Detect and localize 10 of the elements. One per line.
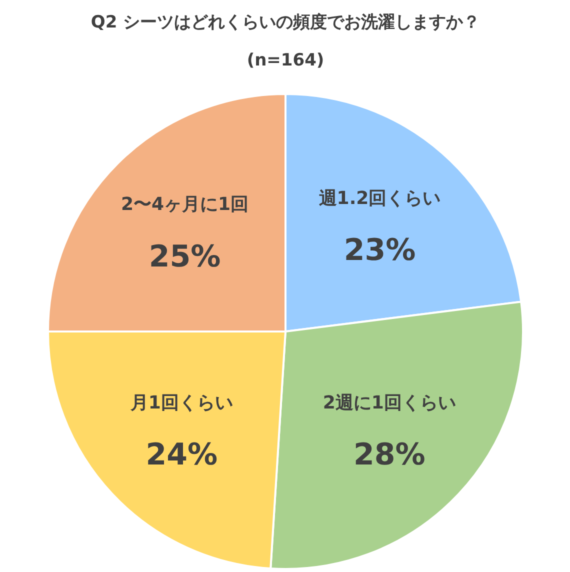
slice-label: 月1回くらい [129,392,233,414]
data-label: 24% [146,438,218,473]
data-label: 28% [353,438,426,473]
slice-label: 2〜4ヶ月に1回 [120,194,249,216]
chart-title: Q2 シーツはどれくらいの頻度でお洗濯しますか？ [90,12,480,32]
data-label: 25% [148,239,221,274]
slice-label: 2週に1回くらい [322,392,456,414]
data-label: 23% [344,233,416,268]
slice-label: 週1.2回くらい [318,188,441,209]
chart-subtitle: (n=164) [246,50,324,70]
